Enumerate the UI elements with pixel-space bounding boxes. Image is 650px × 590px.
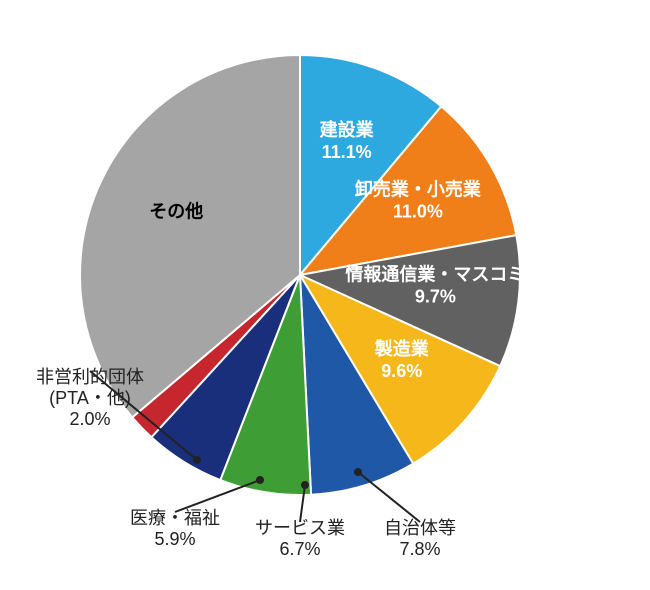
slice-percent: 5.9% bbox=[154, 529, 195, 549]
slice-label: 製造業 bbox=[374, 338, 430, 359]
slice-percent: 6.7% bbox=[279, 539, 320, 559]
leader-line bbox=[358, 472, 420, 522]
slice-label: 卸売業・小売業 bbox=[355, 178, 482, 199]
industry-pie-chart: 建設業11.1% 卸売業・小売業11.0% 情報通信業・マスコミ9.7% 製造業9.6… bbox=[0, 0, 650, 590]
slice-label: 情報通信業・マスコミ bbox=[345, 264, 525, 285]
slice-percent: 7.8% bbox=[399, 539, 440, 559]
slice-percent: 9.7% bbox=[415, 287, 456, 307]
slice-label: サービス業 bbox=[255, 518, 345, 538]
slice-label: 医療・福祉 bbox=[130, 508, 220, 528]
slice-percent: 11.1% bbox=[322, 142, 372, 162]
slice-label: 自治体等 bbox=[384, 518, 456, 538]
slice-label: 建設業 bbox=[320, 119, 375, 140]
slice-label: 非営利的団体 bbox=[36, 367, 144, 387]
slice-percent: 9.6% bbox=[381, 361, 422, 381]
slice-label: その他 bbox=[149, 201, 203, 222]
slice-percent: 2.0% bbox=[69, 409, 110, 429]
slice-label: (PTA・他) bbox=[49, 388, 131, 408]
slice-percent: 11.0% bbox=[393, 201, 443, 221]
